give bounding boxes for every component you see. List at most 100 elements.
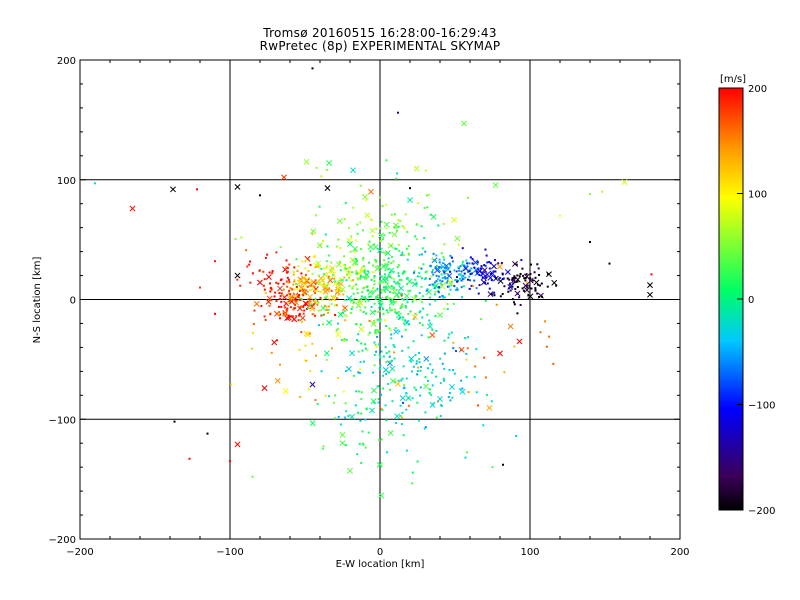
scatter-point	[380, 275, 383, 278]
scatter-point	[477, 292, 480, 295]
scatter-point-x	[277, 285, 283, 292]
scatter-point	[478, 284, 481, 287]
scatter-point	[434, 314, 437, 317]
scatter-point	[310, 280, 313, 283]
scatter-point	[408, 323, 411, 326]
scatter-point-x	[309, 420, 316, 427]
scatter-point	[356, 232, 359, 235]
scatter-point	[196, 188, 198, 191]
scatter-point-x	[349, 297, 356, 304]
scatter-point	[430, 275, 433, 278]
scatter-point	[305, 281, 308, 284]
scatter-point	[396, 229, 399, 232]
scatter-point	[321, 447, 324, 450]
scatter-point	[454, 279, 457, 282]
scatter-point-x	[398, 285, 405, 292]
scatter-point	[402, 270, 405, 273]
scatter-point	[311, 233, 314, 236]
scatter-point	[324, 394, 327, 397]
scatter-point	[368, 319, 371, 322]
scatter-point	[458, 273, 461, 276]
scatter-point	[313, 255, 316, 258]
scatter-point	[435, 329, 438, 332]
scatter-point	[286, 266, 289, 269]
scatter-point-x	[266, 295, 273, 302]
scatter-point	[440, 252, 443, 255]
scatter-point	[401, 303, 404, 306]
scatter-point	[309, 263, 312, 266]
scatter-point	[426, 288, 429, 291]
scatter-point	[291, 297, 294, 300]
scatter-point	[359, 221, 362, 224]
scatter-point	[421, 316, 424, 319]
scatter-point	[432, 252, 435, 255]
scatter-point-x	[316, 242, 323, 249]
scatter-point	[458, 269, 461, 272]
scatter-point	[411, 397, 414, 400]
scatter-point-x	[370, 398, 377, 405]
scatter-point	[379, 227, 382, 230]
scatter-point	[298, 279, 301, 282]
scatter-point-x	[371, 387, 377, 394]
scatter-point	[399, 293, 402, 296]
scatter-point	[286, 307, 289, 310]
scatter-point	[414, 312, 417, 315]
scatter-point	[359, 419, 362, 422]
scatter-point	[385, 352, 388, 355]
scatter-point-x	[326, 319, 332, 326]
scatter-point-x	[449, 383, 455, 390]
scatter-point	[249, 281, 252, 284]
scatter-point	[295, 258, 298, 261]
scatter-point	[347, 270, 350, 273]
scatter-point	[358, 300, 361, 303]
scatter-point	[384, 269, 387, 272]
scatter-point-x	[347, 467, 353, 474]
scatter-point	[263, 288, 266, 291]
scatter-point	[357, 298, 360, 301]
scatter-point	[332, 295, 335, 298]
scatter-point	[350, 235, 353, 238]
scatter-point	[522, 289, 525, 292]
scatter-point	[444, 277, 447, 280]
scatter-point-x	[369, 407, 376, 414]
scatter-point	[493, 291, 496, 294]
scatter-point	[364, 347, 367, 350]
scatter-point	[501, 292, 504, 295]
scatter-point	[521, 287, 524, 290]
scatter-point	[356, 338, 359, 341]
scatter-point	[299, 287, 302, 290]
scatter-point	[373, 302, 376, 305]
scatter-point	[325, 358, 328, 361]
scatter-point	[313, 285, 316, 288]
scatter-point	[459, 273, 462, 276]
scatter-point	[423, 206, 426, 209]
scatter-point	[397, 379, 400, 382]
scatter-point	[513, 303, 516, 306]
scatter-point	[466, 262, 469, 265]
scatter-point	[462, 285, 465, 288]
scatter-point	[450, 284, 453, 287]
scatter-point	[405, 247, 408, 250]
scatter-point	[537, 267, 540, 270]
colorbar-tick-label: 200	[748, 84, 767, 95]
scatter-point	[426, 379, 429, 382]
scatter-point	[286, 270, 289, 273]
scatter-point	[263, 315, 266, 318]
scatter-point	[299, 297, 302, 300]
scatter-point	[393, 351, 396, 354]
scatter-point	[438, 261, 441, 264]
scatter-point-x	[621, 179, 628, 186]
scatter-point-x	[282, 310, 289, 316]
scatter-point	[293, 294, 296, 297]
scatter-point	[474, 365, 477, 368]
scatter-point	[355, 272, 358, 275]
scatter-point	[377, 343, 380, 346]
scatter-point	[365, 408, 368, 411]
scatter-point	[246, 265, 249, 268]
scatter-point	[279, 295, 282, 298]
scatter-point	[327, 308, 330, 311]
scatter-point	[460, 279, 463, 282]
scatter-point	[346, 273, 349, 276]
scatter-point	[419, 366, 422, 369]
scatter-point	[328, 395, 331, 398]
